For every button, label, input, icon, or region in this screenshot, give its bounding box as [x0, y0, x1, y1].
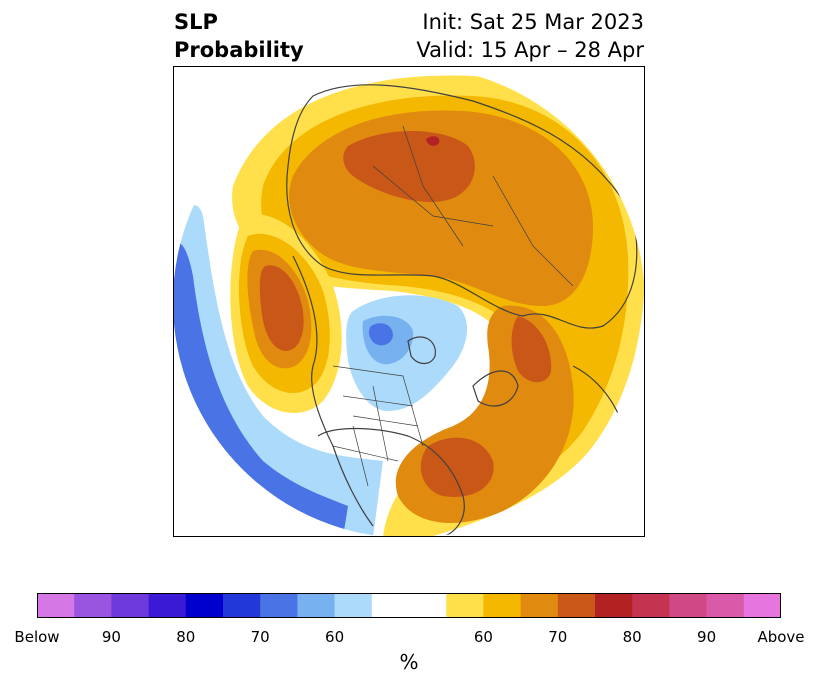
- colorbar-cell: [743, 593, 781, 618]
- colorbar-cell: [111, 593, 149, 618]
- map-border: [173, 66, 645, 537]
- colorbar-tick-label: 90: [697, 628, 717, 646]
- colorbar-tick-label: 80: [622, 628, 642, 646]
- colorbar-cell: [557, 593, 596, 618]
- valid-range: Valid: 15 Apr – 28 Apr: [416, 38, 644, 62]
- colorbar-tick-label: 70: [548, 628, 568, 646]
- colorbar-unit: %: [399, 650, 419, 674]
- colorbar-tick-label: 60: [325, 628, 345, 646]
- above-region-pacific-80: [259, 265, 304, 351]
- colorbar-cell: [297, 593, 335, 618]
- colorbar-border: [37, 593, 781, 618]
- above-region-siberia-80: [343, 131, 475, 202]
- colorbar-cell: [520, 593, 559, 618]
- title-metric: Probability: [174, 38, 304, 62]
- colorbar-tick-label: Above: [757, 628, 805, 646]
- colorbar-cell: [706, 593, 745, 618]
- date-info: Init: Sat 25 Mar 2023 Valid: 15 Apr – 28…: [416, 8, 644, 64]
- colorbar-cell: [595, 593, 633, 618]
- colorbar-cell: [260, 593, 298, 618]
- title-variable: SLP: [174, 10, 218, 34]
- colorbar-cell: [632, 593, 670, 618]
- colorbar-tick-label: 90: [101, 628, 121, 646]
- colorbar-cell: [185, 593, 224, 618]
- colorbar-tick-label: 60: [473, 628, 493, 646]
- colorbar-cell: [446, 593, 484, 618]
- colorbar-cell: [334, 593, 373, 618]
- political-borders: [332, 125, 574, 487]
- colorbar-cell: [74, 593, 112, 618]
- coastlines: [286, 84, 638, 537]
- colorbar-cell: [371, 593, 410, 618]
- colorbar-cell: [148, 593, 187, 618]
- below-region-arctic-75: [368, 323, 393, 346]
- colorbar-tick-label: 70: [250, 628, 270, 646]
- colorbar-cell: [669, 593, 707, 618]
- colorbar-cell: [37, 593, 75, 618]
- colorbar-cell: [223, 593, 261, 618]
- colorbar-tick-label: 80: [176, 628, 196, 646]
- above-region-siberia-peak: [426, 136, 440, 146]
- above-region-eastern-na: [420, 437, 494, 497]
- chart-title: SLP Probability: [174, 8, 304, 64]
- init-date: Init: Sat 25 Mar 2023: [422, 10, 644, 34]
- colorbar: [37, 593, 781, 618]
- colorbar-cell: [409, 593, 447, 618]
- colorbar-cell: [483, 593, 521, 618]
- colorbar-tick-label: Below: [14, 628, 60, 646]
- map-panel: [173, 66, 645, 537]
- colorbar-cells: [37, 593, 781, 618]
- above-region-atlantic-80: [511, 316, 552, 383]
- polar-map: [173, 66, 645, 537]
